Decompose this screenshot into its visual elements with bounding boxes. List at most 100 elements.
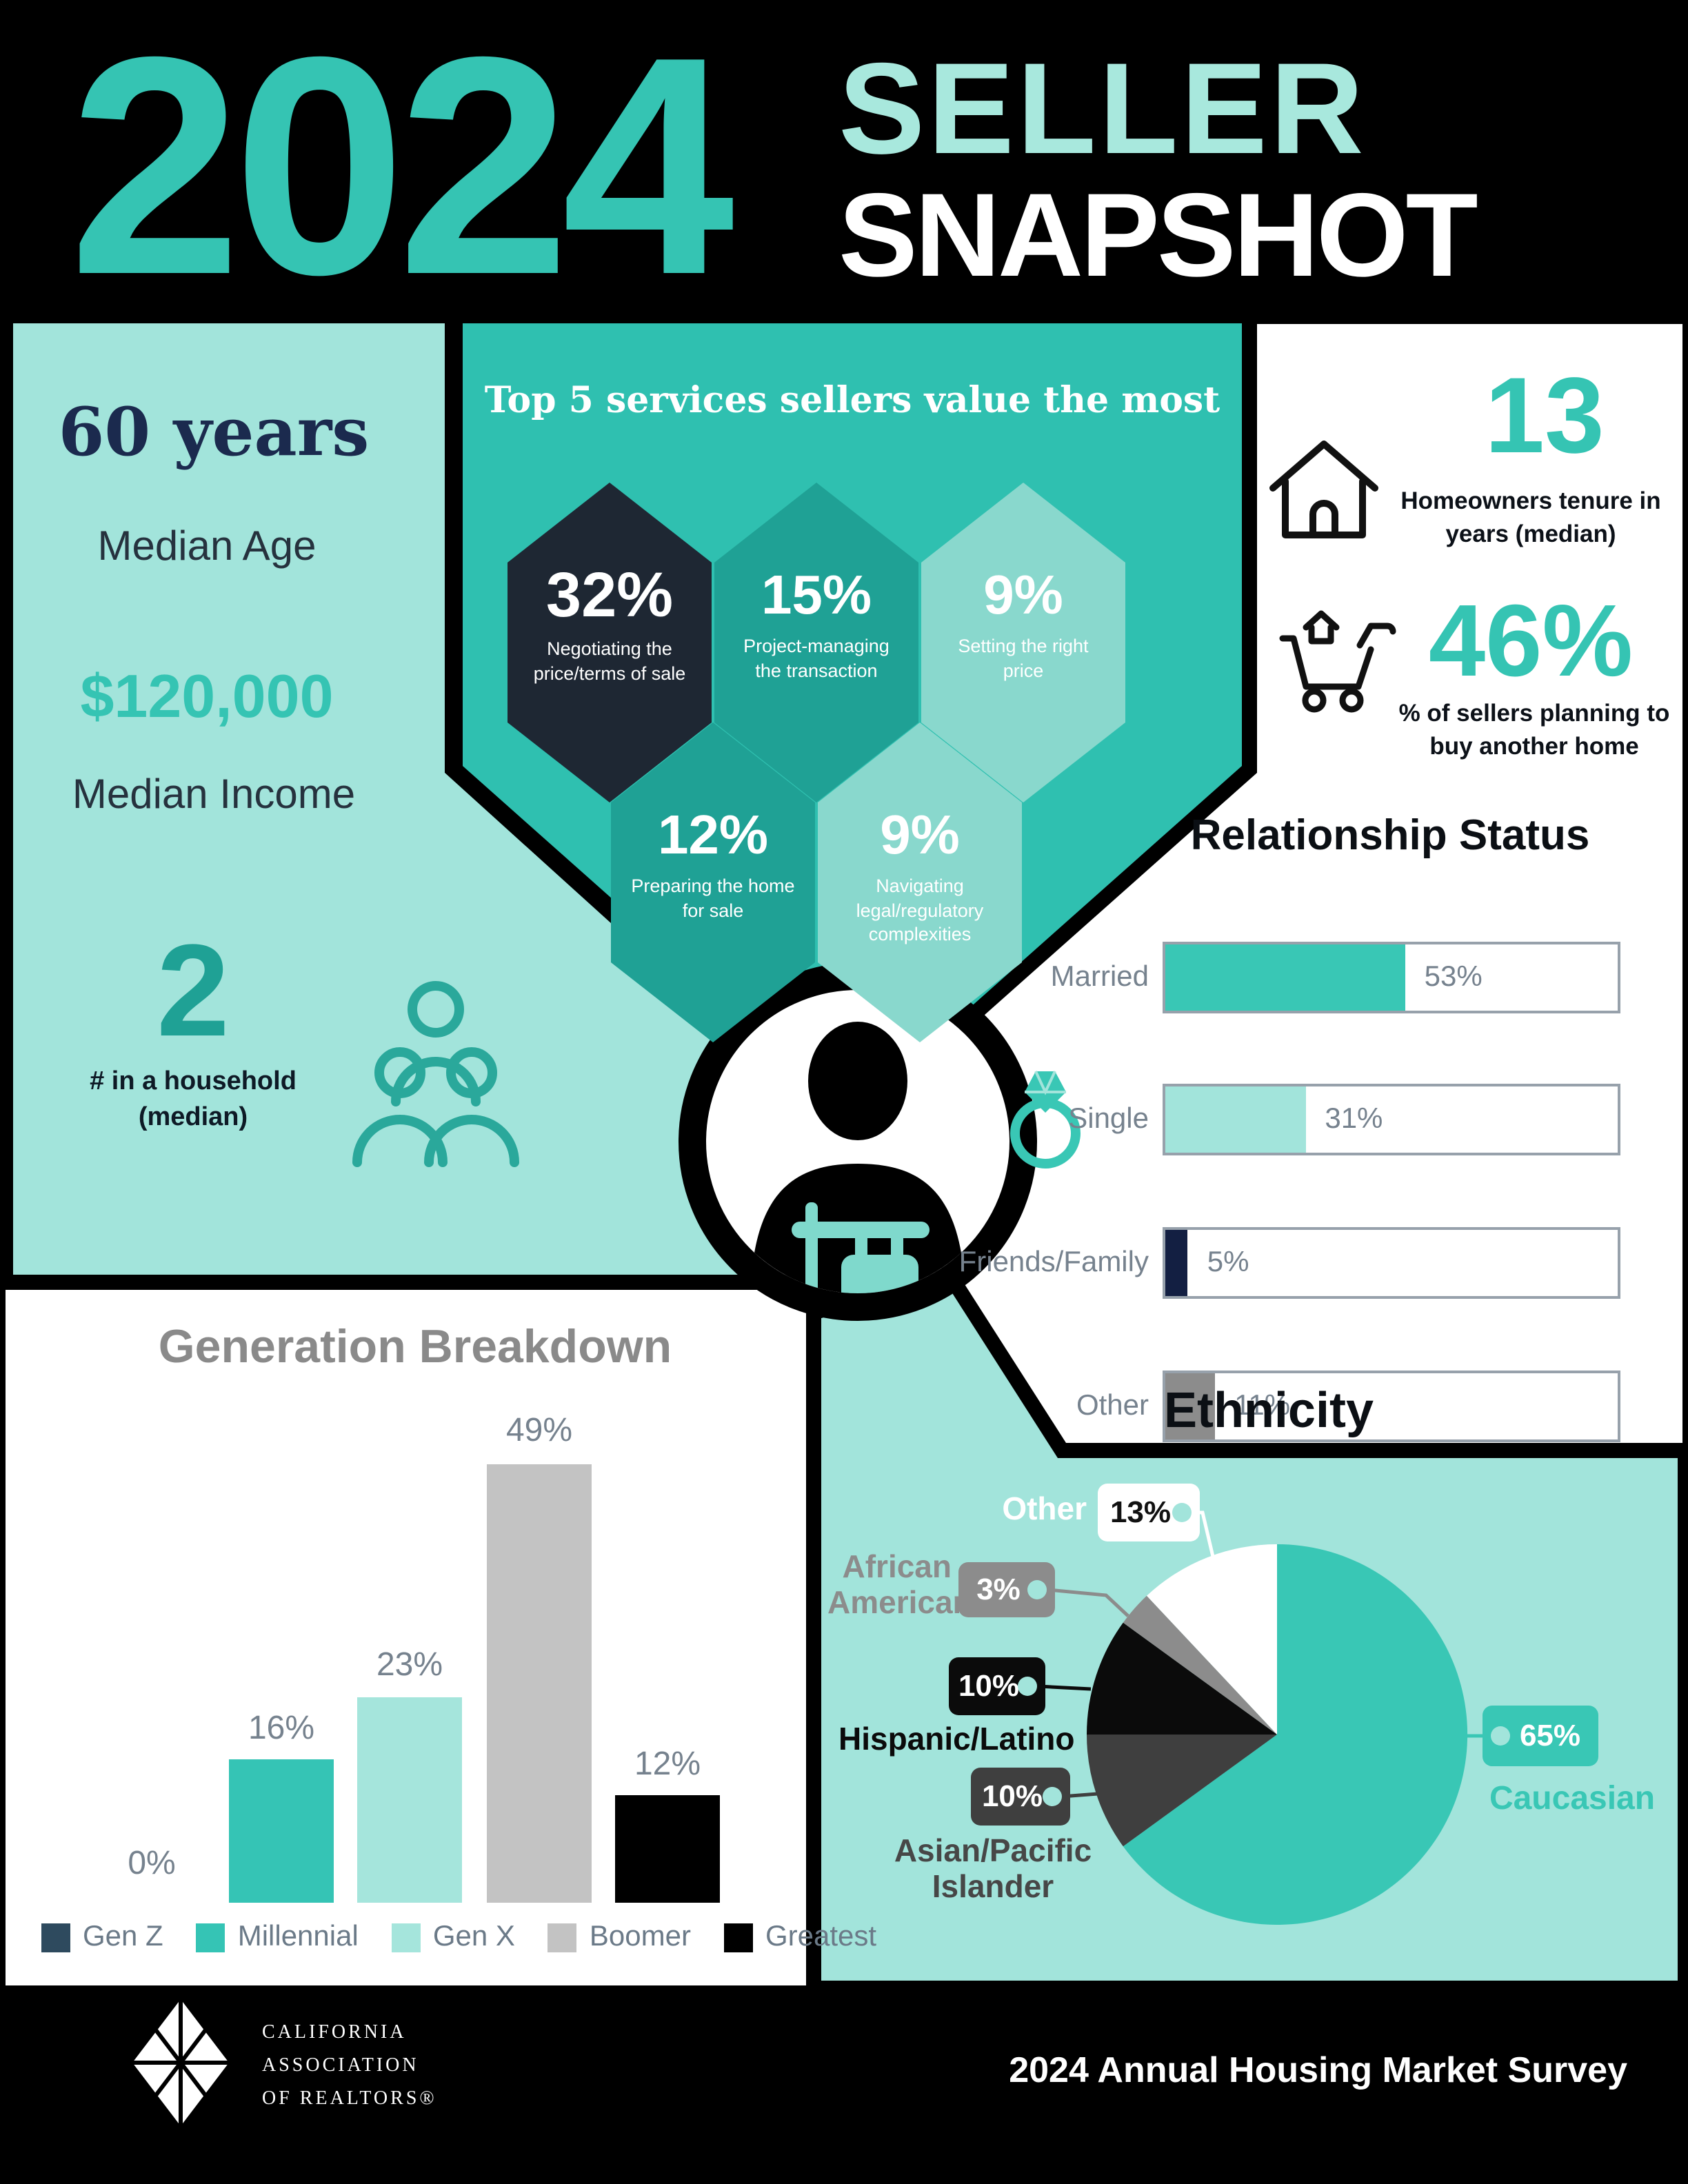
bar-value: 5% — [1207, 1246, 1249, 1278]
pie-slice-other — [1147, 1544, 1277, 1735]
legend-swatch — [547, 1923, 577, 1952]
services-title: Top 5 services sellers value the most — [484, 381, 1220, 422]
generation-value-greatest: 12% — [634, 1746, 701, 1783]
footer-bar — [0, 1985, 1688, 2184]
connector-hispanic-latino — [1038, 1684, 1092, 1691]
service-value: 32% — [545, 558, 674, 630]
service-label: Project-managing the transaction — [743, 636, 890, 681]
service-label: Navigating legal/regulatory complexities — [856, 876, 984, 945]
legend-item-millennial: Millennial — [196, 1921, 359, 1954]
ethnicity-label-african-american: African American — [827, 1548, 972, 1620]
tenure-label: Homeowners tenure in years (median) — [1400, 487, 1661, 547]
median-income-value: $120,000 — [80, 663, 334, 731]
bar-value: 53% — [1424, 961, 1483, 993]
ethnicity-tag-caucasian: 65% — [1483, 1706, 1598, 1766]
header-year: 2024 — [69, 0, 734, 339]
generation-title: Generation Breakdown — [158, 1321, 672, 1373]
service-value: 15% — [761, 565, 872, 626]
buy-again-label: % of sellers planning to buy another hom… — [1398, 699, 1670, 760]
tag-hole — [1027, 1580, 1047, 1599]
service-value: 9% — [880, 805, 960, 866]
legend-item-greatest: Greatest — [723, 1921, 877, 1954]
pie-slice-caucasian — [1123, 1544, 1468, 1925]
service-hexagon-preparing: 12% Preparing the home for sale — [611, 722, 815, 1042]
legend-swatch — [723, 1923, 753, 1952]
legend-label: Greatest — [765, 1921, 877, 1952]
ethnicity-tag-african-american: 3% — [958, 1562, 1055, 1617]
connector-african-american — [1047, 1588, 1129, 1617]
header-title-snapshot: SNAPSHOT — [838, 170, 1478, 302]
bar-fill — [1165, 1086, 1306, 1153]
legend-label: Boomer — [589, 1921, 691, 1952]
ethnicity-label-caucasian: Caucasian — [1489, 1780, 1656, 1817]
car-logo-icon — [132, 1999, 229, 2126]
family-icon — [352, 981, 519, 1167]
generation-value-millennial: 16% — [248, 1710, 315, 1747]
service-hexagon-right-price: 9% Setting the right price — [921, 483, 1125, 802]
service-label: Preparing the home for sale — [631, 876, 795, 921]
house-icon — [1269, 441, 1378, 538]
ethnicity-label-hispanic-latino: Hispanic/Latino — [838, 1721, 1075, 1757]
generation-bar-boomer — [487, 1464, 592, 1903]
tenure-value: 13 — [1485, 354, 1605, 476]
relationship-label-friends-family: Friends/Family — [958, 1246, 1149, 1278]
footer-org-line2: ASSOCIATION — [262, 2056, 419, 2076]
generation-bar-genx — [357, 1697, 462, 1903]
ring-icon — [1010, 1071, 1081, 1169]
relationship-title: Relationship Status — [1190, 811, 1590, 859]
relationship-label-other: Other — [1076, 1390, 1149, 1422]
median-income-label: Median Income — [72, 772, 356, 818]
ethnicity-tag-asian-pacific: 10% — [971, 1768, 1070, 1826]
bar-fill — [1165, 944, 1405, 1011]
legend-swatch — [391, 1923, 421, 1952]
ethnicity-tag-hispanic-latino: 10% — [949, 1657, 1045, 1715]
pie-slice-hispanic-latino — [1087, 1622, 1277, 1735]
cart-house-icon — [1279, 610, 1396, 713]
tag-hole — [1043, 1787, 1062, 1806]
legend-item-genx: Gen X — [391, 1921, 515, 1954]
relationship-label-single: Single — [1068, 1103, 1149, 1135]
legend-label: Millennial — [237, 1921, 359, 1952]
service-label: Setting the right price — [958, 636, 1089, 681]
legend-swatch — [196, 1923, 225, 1952]
generation-value-boomer: 49% — [505, 1412, 573, 1449]
bar-value: 11% — [1234, 1390, 1291, 1422]
household-value: 2 — [157, 918, 230, 1064]
tag-value: 65% — [1519, 1718, 1581, 1752]
legend-item-boomer: Boomer — [547, 1921, 691, 1954]
ethnicity-label-other: Other — [1002, 1490, 1087, 1526]
service-hexagon-project-managing: 15% Project-managing the transaction — [714, 483, 918, 802]
bar-fill — [1165, 1373, 1216, 1439]
legend-item-genz: Gen Z — [41, 1921, 163, 1954]
generation-value-genz: 0% — [128, 1845, 176, 1882]
household-label: # in a household (median) — [90, 1067, 297, 1132]
header-title-seller: SELLER — [838, 36, 1367, 181]
ethnicity-title: Ethnicity — [1163, 1382, 1374, 1438]
median-age-label: Median Age — [97, 524, 316, 569]
generation-bar-millennial — [229, 1759, 334, 1903]
tag-value: 13% — [1109, 1495, 1172, 1529]
bar-value: 31% — [1325, 1103, 1383, 1135]
tag-hole — [1491, 1726, 1510, 1746]
relationship-bar-married: 53% — [1163, 942, 1620, 1013]
relationship-bar-friends-family: 5% — [1163, 1227, 1620, 1299]
relationship-label-married: Married — [1050, 961, 1149, 993]
service-hexagon-legal: 9% Navigating legal/regulatory complexit… — [818, 722, 1022, 1042]
generation-bar-greatest — [615, 1795, 720, 1903]
buy-again-value: 46% — [1428, 583, 1634, 698]
tag-value: 3% — [976, 1572, 1021, 1606]
tag-value: 10% — [981, 1779, 1043, 1813]
relationship-bar-other: 11% — [1163, 1371, 1620, 1442]
bar-fill — [1165, 1230, 1188, 1296]
pie-slice-asian-pacific — [1087, 1735, 1277, 1847]
median-age-value: 60 years — [58, 394, 370, 472]
tag-hole — [1018, 1677, 1037, 1696]
footer-org-line1: CALIFORNIA — [262, 2023, 407, 2043]
generation-value-genx: 23% — [376, 1646, 443, 1684]
tag-hole — [1172, 1503, 1192, 1522]
legend-swatch — [41, 1923, 70, 1952]
generation-legend: Gen Z Millennial Gen X Boomer Greatest — [41, 1921, 876, 1954]
relationship-bar-single: 31% — [1163, 1084, 1620, 1155]
